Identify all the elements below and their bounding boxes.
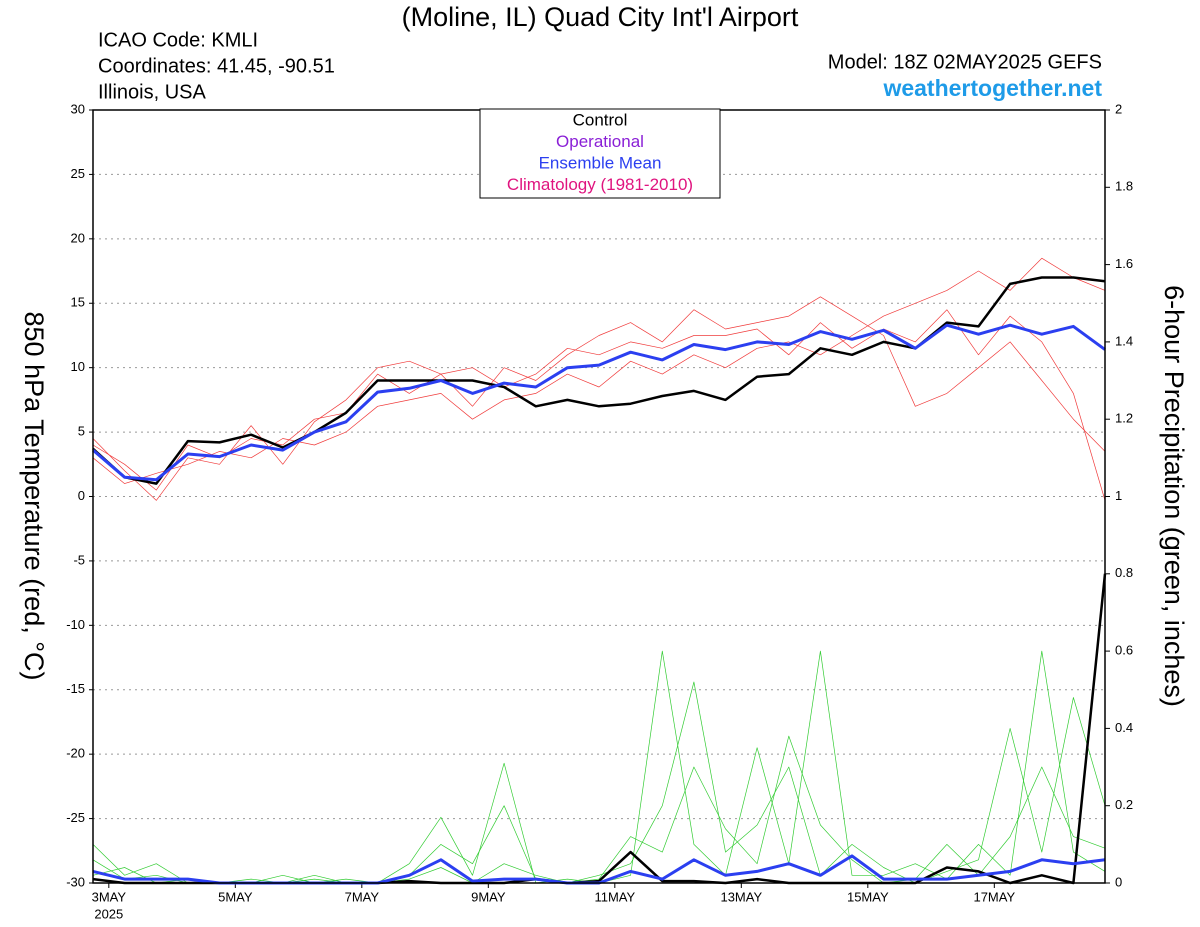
y-tick-label: -5 [73,552,85,567]
series-line [92,681,1106,884]
x-tick-label: 11MAY [594,889,635,904]
x-tick-label: 5MAY [218,889,253,904]
y-tick-label: 30 [71,101,85,116]
series-line [92,257,1106,484]
legend-entry: Climatology (1981-2010) [507,175,693,194]
y2-tick-label: 1.8 [1115,179,1133,194]
plot-lines [92,257,1107,885]
info-line: Illinois, USA [98,81,206,103]
series-line [92,735,1106,884]
y-tick-label: -10 [66,617,85,632]
x-tick-label: 9MAY [471,889,506,904]
y-axis-title: 850 hPa Temperature (red, °C) [19,312,49,681]
y-tick-label: 25 [71,166,85,181]
x-tick-label: 17MAY [973,889,1015,904]
year-label: 2025 [94,906,123,921]
y-tick-label: 5 [78,424,85,439]
y-tick-label: -25 [66,810,85,825]
legend-entry: Control [573,110,628,129]
series-line [92,573,1107,885]
y-tick-label: 0 [78,488,85,503]
grid: -30-25-20-15-10-505101520253000.20.40.60… [66,101,1133,921]
series-line [92,323,1106,482]
y-tick-label: -15 [66,681,85,696]
info-line: Coordinates: 41.45, -90.51 [98,55,335,77]
y-tick-label: -20 [66,746,85,761]
series-line [92,650,1106,884]
y2-tick-label: 1 [1115,488,1122,503]
x-tick-label: 7MAY [345,889,380,904]
legend-box [479,108,721,199]
y2-tick-label: 0.8 [1115,565,1133,580]
y2-tick-label: 1.6 [1115,256,1133,271]
y2-axis-title: 6-hour Precipitation (green, inches) [1159,285,1189,707]
y2-tick-label: 2 [1115,101,1122,116]
series-line [92,276,1106,485]
y-tick-label: 10 [71,359,85,374]
y2-tick-label: 0 [1115,874,1122,889]
y-tick-label: -30 [66,874,85,889]
y2-tick-label: 0.4 [1115,720,1133,735]
model-label: Model: 18Z 02MAY2025 GEFS [828,51,1102,73]
y-tick-label: 15 [71,295,85,310]
series-line [92,309,1106,501]
y2-tick-label: 0.2 [1115,797,1133,812]
y2-tick-label: 0.6 [1115,643,1133,658]
y2-tick-label: 1.2 [1115,411,1133,426]
site-link[interactable]: weathertogether.net [882,75,1102,101]
info-line: ICAO Code: KMLI [98,29,258,51]
y2-tick-label: 1.4 [1115,333,1133,348]
y-tick-label: 20 [71,230,85,245]
x-tick-label: 13MAY [720,889,762,904]
legend-entry: Operational [556,132,644,151]
chart-title: (Moline, IL) Quad City Int'l Airport [402,2,799,32]
x-tick-label: 15MAY [847,889,889,904]
legend: Control Operational Ensemble Mean Climatolo… [507,110,693,194]
legend-entry: Ensemble Mean [539,153,662,172]
x-tick-label: 3MAY [92,889,127,904]
